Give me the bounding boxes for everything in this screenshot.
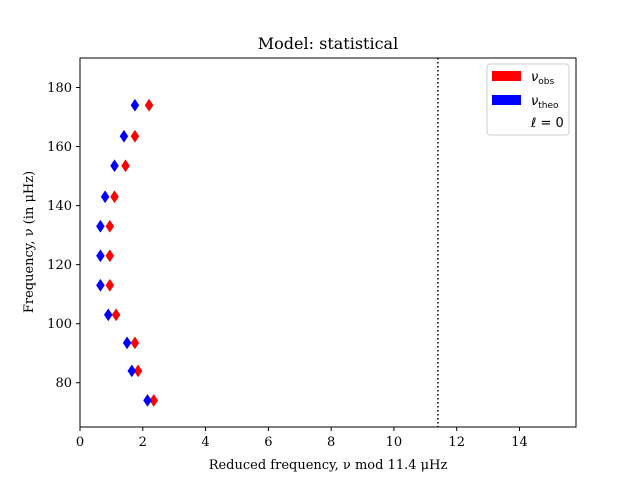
- plot-frame: [79, 57, 577, 428]
- theo-point: [127, 364, 137, 378]
- y-axis: 80 100 120 140 160 180: [47, 81, 80, 391]
- theo-point: [119, 129, 129, 143]
- obs-point: [130, 129, 140, 143]
- legend-label: νtheo: [531, 94, 559, 111]
- obs-point: [149, 393, 159, 407]
- x-tick-label: 12: [448, 435, 465, 450]
- y-tick-label: 100: [47, 317, 72, 332]
- theo-point: [143, 393, 152, 407]
- x-axis-label: Reduced frequency, ν mod 11.4 μHz: [209, 458, 448, 473]
- obs-point: [105, 278, 115, 292]
- legend: νobs νtheo ℓ = 0: [486, 63, 570, 136]
- x-tick-label: 0: [76, 435, 84, 450]
- chart-title: Model: statistical: [258, 34, 398, 53]
- obs-point: [105, 249, 115, 263]
- theo-point: [103, 308, 113, 322]
- theo-point: [110, 159, 119, 173]
- x-tick-label: 10: [386, 435, 403, 450]
- obs-point: [121, 159, 130, 173]
- obs-point: [105, 219, 115, 233]
- legend-swatch: [492, 71, 521, 81]
- obs-point: [133, 364, 143, 378]
- y-tick-label: 120: [47, 258, 72, 273]
- legend-label-degree: ℓ = 0: [530, 116, 564, 131]
- theo-point: [96, 278, 105, 292]
- y-axis-label: Frequency, ν (in μHz): [22, 171, 37, 313]
- theo-point: [122, 336, 132, 350]
- obs-point: [144, 98, 154, 112]
- theo-point: [130, 98, 140, 112]
- obs-point: [111, 308, 121, 322]
- x-tick-label: 2: [139, 435, 147, 450]
- y-tick-label: 80: [55, 376, 72, 391]
- theo-point: [100, 190, 110, 204]
- obs-point: [130, 336, 140, 350]
- legend-swatch: [492, 95, 521, 105]
- legend-label: νobs: [531, 70, 554, 87]
- x-tick-label: 14: [511, 435, 528, 450]
- x-tick-label: 6: [264, 435, 272, 450]
- theo-point: [96, 219, 105, 233]
- y-tick-label: 180: [47, 81, 72, 96]
- obs-point: [110, 190, 119, 204]
- theo-point: [96, 249, 105, 263]
- y-tick-label: 160: [47, 140, 72, 155]
- y-tick-label: 140: [47, 199, 72, 214]
- x-tick-label: 8: [327, 435, 335, 450]
- x-axis: 0 2 4 6 8 10 12 14: [76, 427, 528, 450]
- x-tick-label: 4: [201, 435, 209, 450]
- legend-box: [486, 63, 570, 136]
